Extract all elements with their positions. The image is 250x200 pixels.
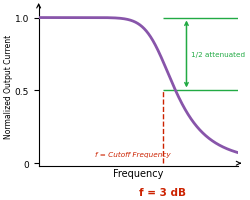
Text: f = 3 dB: f = 3 dB — [138, 187, 185, 197]
Y-axis label: Normalized Output Current: Normalized Output Current — [4, 35, 13, 138]
Text: f = Cutoff Frequency: f = Cutoff Frequency — [94, 152, 170, 158]
X-axis label: Frequency: Frequency — [113, 168, 163, 178]
Text: 1/2 attenuated: 1/2 attenuated — [191, 52, 244, 58]
